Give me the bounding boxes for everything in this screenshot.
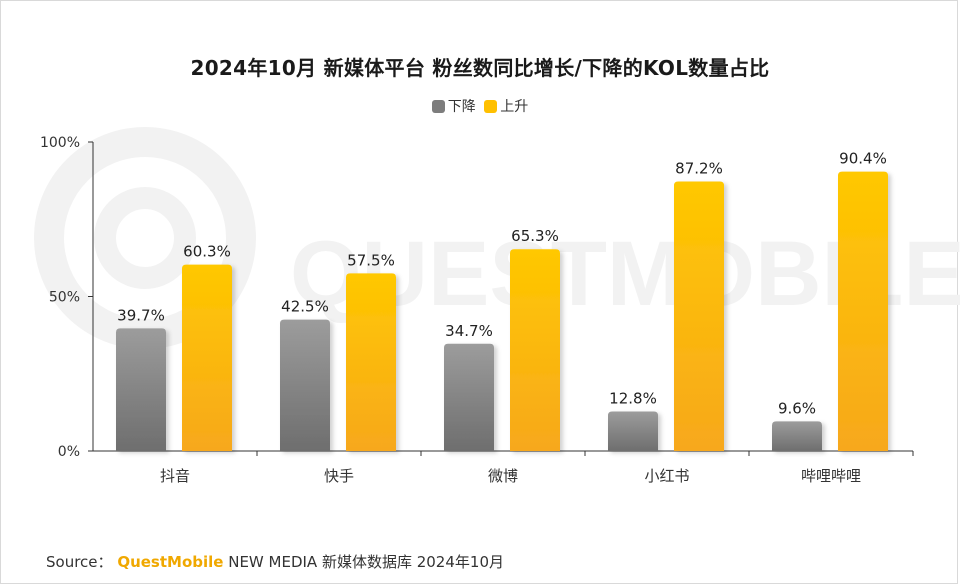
bar-up [346,273,396,451]
data-label-up: 87.2% [675,160,723,178]
source-label: Source： [46,553,113,571]
data-label-up: 60.3% [183,243,231,261]
bar-down [280,319,330,451]
data-label-down: 42.5% [281,298,329,316]
source-line: Source： QuestMobile NEW MEDIA 新媒体数据库 202… [46,551,504,572]
legend: 下降 上升 [0,96,960,117]
x-tick-label: 抖音 [160,467,190,485]
legend-item-up: 上升 [484,96,528,116]
data-label-down: 34.7% [445,322,493,340]
y-tick-label: 0% [58,444,80,460]
legend-label-up: 上升 [500,99,529,115]
source-text: NEW MEDIA 新媒体数据库 2024年10月 [228,553,504,571]
bar-up [838,171,888,451]
bar-up [182,264,232,451]
data-label-up: 90.4% [839,150,887,168]
data-label-up: 65.3% [511,227,559,245]
x-tick-label: 快手 [324,467,354,485]
data-label-down: 39.7% [117,306,165,324]
legend-swatch-down [431,99,445,113]
bar-down [772,421,822,451]
bar-down [608,411,658,451]
bar-down [444,343,494,451]
source-brand: QuestMobile [117,553,224,571]
data-label-down: 9.6% [778,399,816,417]
x-tick-label: 哔哩哔哩 [801,467,861,485]
legend-item-down: 下降 [431,96,476,116]
data-label-down: 12.8% [609,389,657,407]
legend-swatch-up [484,99,498,113]
chart-title: 2024年10月 新媒体平台 粉丝数同比增长/下降的KOL数量占比 [190,56,770,80]
x-tick-label: 小红书 [644,467,689,485]
data-label-up: 57.5% [347,251,395,269]
x-tick-label: 微博 [488,467,518,485]
y-tick-label: 50% [49,290,80,306]
y-tick-label: 100% [40,135,80,151]
legend-label-down: 下降 [447,99,476,115]
bar-down [116,328,166,451]
bar-up [674,181,724,451]
bar-up [510,249,560,451]
